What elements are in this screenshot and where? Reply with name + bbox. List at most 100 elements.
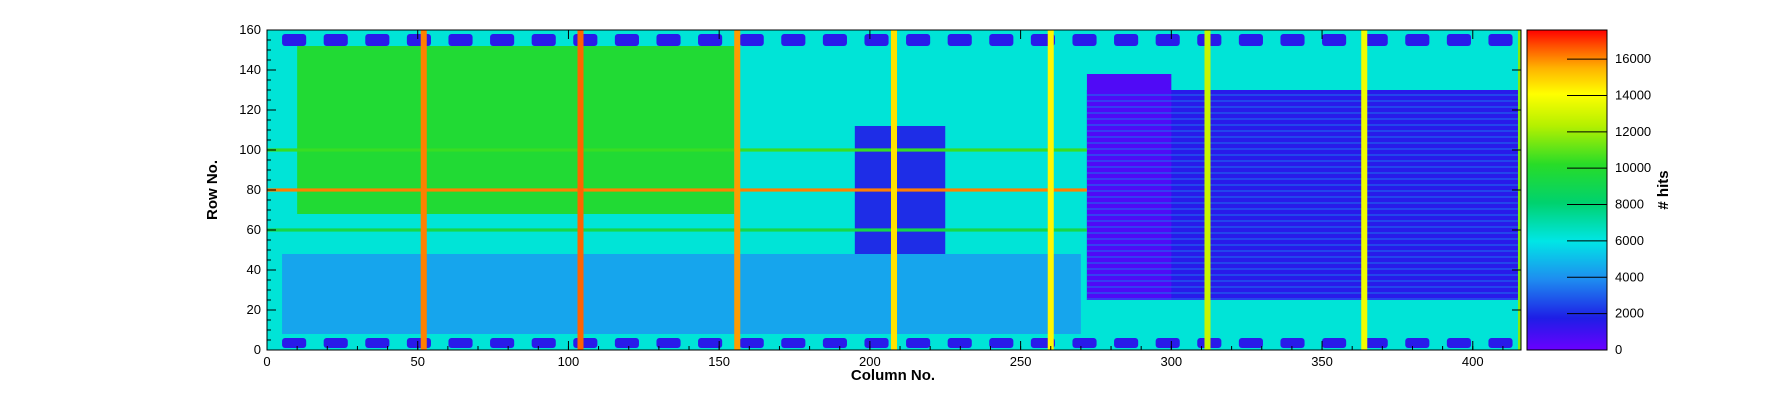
heatmap-region-lower-left-blocks — [282, 254, 1081, 334]
y-tick-label: 20 — [247, 302, 261, 317]
bond-pad — [822, 34, 847, 46]
x-tick-label: 200 — [859, 354, 881, 369]
color-scale-axis: 0 2000 4000 6000 8000 10000 12000 14000 16000 — [1526, 29, 1651, 357]
bond-pad — [1114, 34, 1139, 46]
bond-pad — [614, 34, 639, 46]
matrix-stripe — [1086, 166, 1518, 168]
matrix-stripe — [1086, 298, 1518, 300]
x-tick-label: 300 — [1160, 354, 1182, 369]
matrix-stripe — [1086, 172, 1518, 174]
hot-column — [1047, 30, 1054, 350]
bond-pad — [864, 34, 889, 46]
y-tick-label: 40 — [247, 262, 261, 277]
hot-column — [734, 30, 741, 350]
bond-pad — [282, 338, 307, 348]
z-tick-label: 0 — [1615, 342, 1622, 357]
bond-pad — [490, 34, 515, 46]
bond-pad — [1488, 338, 1513, 348]
matrix-stripe — [1086, 130, 1518, 132]
bond-pad — [906, 34, 931, 46]
bond-pad — [448, 34, 473, 46]
z-tick-label: 8000 — [1615, 197, 1644, 212]
matrix-stripe — [1086, 178, 1518, 180]
heatmap-layer — [267, 30, 1521, 350]
z-tick-label: 2000 — [1615, 306, 1644, 321]
plot-area — [266, 29, 1522, 351]
matrix-stripe — [1086, 214, 1518, 216]
y-tick-label: 140 — [239, 62, 261, 77]
y-tick-label: 120 — [239, 102, 261, 117]
matrix-stripe — [1086, 232, 1518, 234]
matrix-stripe — [1086, 196, 1518, 198]
matrix-stripe — [1086, 280, 1518, 282]
bond-pad — [781, 34, 806, 46]
matrix-stripe — [1086, 190, 1518, 192]
bond-pad — [1446, 338, 1471, 348]
matrix-stripe — [1086, 226, 1518, 228]
bond-pad — [864, 338, 889, 348]
z-tick-label: 6000 — [1615, 233, 1644, 248]
bond-pad — [406, 34, 431, 46]
bond-pad — [1238, 34, 1263, 46]
x-axis: 0 50 100 150 200 250 300 350 400 — [263, 30, 1504, 369]
matrix-stripe — [1086, 154, 1518, 156]
bond-pad — [1405, 338, 1430, 348]
bond-pad — [1363, 34, 1388, 46]
hot-column — [1204, 30, 1211, 350]
bond-pad — [365, 34, 390, 46]
matrix-stripe — [1086, 124, 1518, 126]
bond-pad — [1322, 34, 1347, 46]
bond-pad — [614, 338, 639, 348]
bond-pad — [406, 338, 431, 348]
hot-column — [890, 30, 898, 350]
bond-pad — [1405, 34, 1430, 46]
bond-pad — [656, 338, 681, 348]
y-tick-label: 80 — [247, 182, 261, 197]
matrix-stripe — [1086, 238, 1518, 240]
heatmap-region-left-core-area — [297, 46, 735, 214]
matrix-stripe — [1086, 292, 1518, 294]
x-tick-label: 350 — [1311, 354, 1333, 369]
matrix-stripe — [1086, 118, 1518, 120]
color-scale-frame — [1526, 29, 1608, 351]
x-tick-label: 250 — [1010, 354, 1032, 369]
y-tick-label: 60 — [247, 222, 261, 237]
bond-pad — [531, 34, 556, 46]
matrix-stripe — [1086, 142, 1518, 144]
bond-pad — [1322, 338, 1347, 348]
color-scale-bar — [1527, 30, 1607, 350]
matrix-stripe — [1086, 112, 1518, 114]
matrix-stripe — [1086, 250, 1518, 252]
color-scale-title: # hits — [1655, 170, 1672, 209]
x-axis-title: Column No. — [851, 367, 935, 384]
bond-pad — [947, 34, 972, 46]
bond-pad — [1488, 34, 1513, 46]
y-tick-label: 160 — [239, 22, 261, 37]
matrix-stripe — [1086, 268, 1518, 270]
y-axis: 0 20 40 60 80 100 120 140 160 — [239, 22, 1521, 357]
matrix-stripe — [1086, 202, 1518, 204]
bond-pad — [1072, 34, 1097, 46]
z-tick-label: 12000 — [1615, 124, 1651, 139]
bond-pad — [1363, 338, 1388, 348]
z-tick-label: 4000 — [1615, 269, 1644, 284]
bond-pad — [1155, 338, 1180, 348]
hot-row — [267, 228, 1087, 232]
matrix-stripe — [1086, 220, 1518, 222]
matrix-stripe — [1086, 262, 1518, 264]
bond-pad — [282, 34, 307, 46]
matrix-stripe — [1086, 94, 1518, 96]
x-tick-label: 400 — [1462, 354, 1484, 369]
bond-pad — [1114, 338, 1139, 348]
matrix-stripe — [1086, 100, 1518, 102]
bond-pad — [323, 34, 348, 46]
matrix-stripe — [1086, 106, 1518, 108]
z-tick-label: 16000 — [1615, 51, 1651, 66]
hot-column — [420, 30, 427, 350]
matrix-stripe — [1086, 136, 1518, 138]
y-axis-title: Row No. — [204, 160, 221, 220]
bond-pad — [531, 338, 556, 348]
bond-pad — [1155, 34, 1180, 46]
hot-column — [1361, 30, 1368, 350]
